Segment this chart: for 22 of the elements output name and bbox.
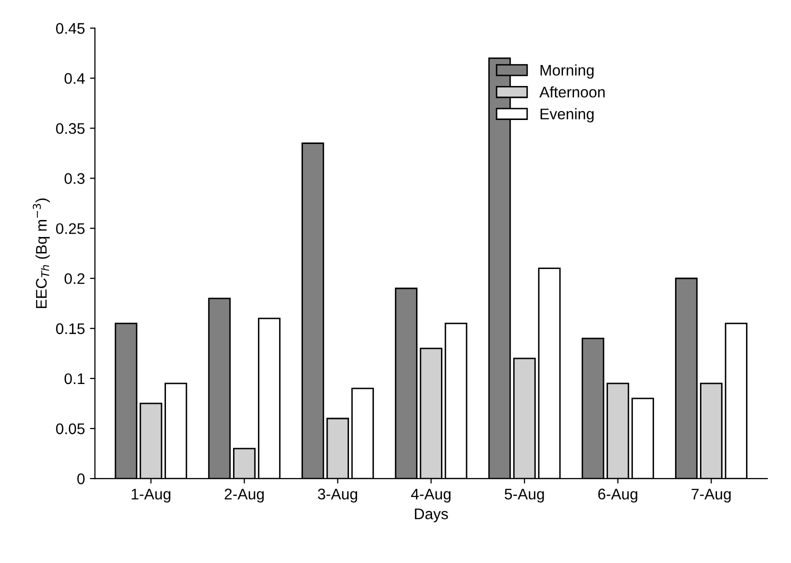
y-tick-label: 0.45 bbox=[56, 23, 85, 34]
y-tick-label: 0.1 bbox=[64, 373, 84, 384]
x-tick-label: 7-Aug bbox=[692, 488, 731, 503]
y-tick-label: 0.15 bbox=[56, 323, 85, 334]
y-axis-title: EEC$_{Th}$ (Bq m$^{−3}$) bbox=[32, 198, 50, 308]
x-tick-label: 5-Aug bbox=[504, 488, 544, 503]
legend-label: Morning bbox=[540, 64, 594, 79]
x-tick-label: 1-Aug bbox=[132, 488, 170, 503]
legend-label: Afternoon bbox=[539, 86, 605, 98]
x-tick-label: 6-Aug bbox=[598, 488, 638, 503]
x-tick-label: 3-Aug bbox=[318, 488, 358, 503]
y-tick-label: 0.4 bbox=[64, 73, 85, 84]
y-tick-label: 0.25 bbox=[56, 223, 85, 234]
y-tick-label: 0.35 bbox=[56, 123, 85, 134]
x-tick-label: 4-Aug bbox=[411, 488, 450, 503]
y-tick-label: 0.05 bbox=[56, 423, 85, 434]
x-axis-title: Days bbox=[414, 508, 448, 522]
x-tick-label: 2-Aug bbox=[224, 488, 264, 503]
y-tick-label: 0 bbox=[77, 473, 85, 484]
legend-label: Evening bbox=[540, 108, 594, 122]
y-tick-label: 0.3 bbox=[64, 173, 85, 184]
y-tick-label: 0.2 bbox=[64, 273, 84, 284]
